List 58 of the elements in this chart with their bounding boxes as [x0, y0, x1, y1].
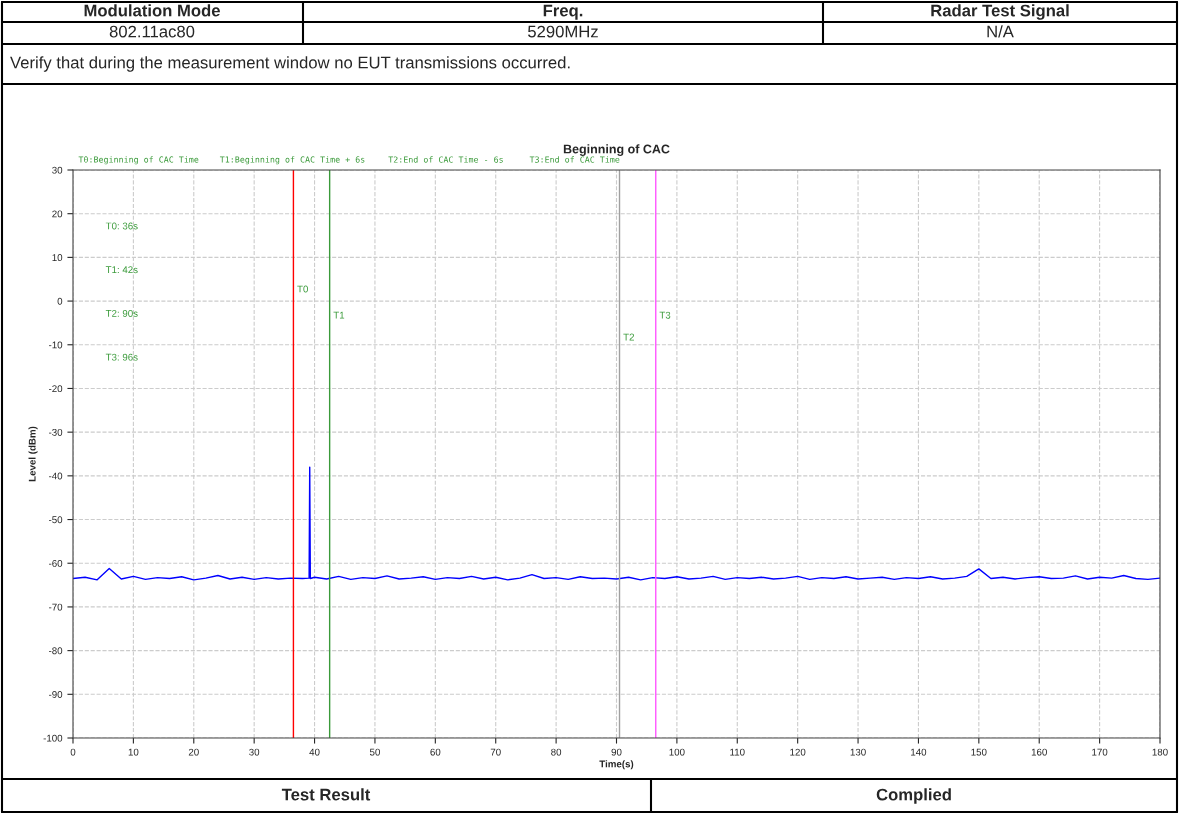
y-tick-label: -60 [48, 559, 63, 567]
y-tick-label: -50 [48, 516, 63, 524]
y-tick-label: 10 [52, 254, 63, 261]
text: 5290MHz [528, 25, 598, 38]
text: Test Result [281, 788, 371, 801]
y-tick-label: -20 [48, 385, 63, 393]
text: T3:End of CAC Time [529, 156, 620, 163]
ref-line-label: T0 [297, 285, 309, 293]
y-tick-label: 0 [57, 297, 63, 305]
x-tick-label: 40 [309, 748, 320, 756]
annotation: T2: 90s [105, 310, 138, 317]
x-tick-label: 60 [430, 748, 441, 756]
x-axis-title: Time(s) [599, 760, 634, 770]
y-tick-label: -30 [48, 428, 63, 436]
x-tick-label: 180 [1152, 748, 1168, 756]
text: 802.11ac80 [109, 25, 195, 38]
text: Radar Test Signal [931, 4, 1069, 20]
text: Complied [876, 788, 951, 804]
text: Freq. [543, 4, 583, 20]
annotation: T1: 42s [105, 266, 138, 274]
x-tick-label: 70 [490, 748, 501, 756]
x-tick-label: 30 [249, 748, 260, 756]
x-tick-label: 0 [70, 748, 76, 756]
y-tick-label: 20 [52, 210, 63, 218]
x-tick-label: 100 [669, 748, 685, 756]
x-tick-label: 150 [971, 748, 987, 756]
y-tick-label: -100 [43, 734, 63, 742]
x-tick-label: 160 [1031, 748, 1047, 756]
x-tick-label: 140 [911, 748, 927, 756]
y-tick-label: 30 [52, 166, 63, 174]
x-tick-label: 20 [188, 748, 199, 756]
text: Verify that during the measurement window no EUT transmissions occurred. [10, 56, 570, 72]
y-tick-label: -40 [48, 472, 63, 480]
x-tick-label: 120 [790, 748, 806, 756]
line-series [73, 466, 1160, 581]
x-tick-label: 80 [551, 748, 562, 756]
annotation: T0: 36s [105, 222, 138, 230]
ref-line-label: T3 [659, 311, 671, 319]
annotation: T3: 96s [105, 353, 138, 361]
text: Modulation Mode [84, 4, 220, 17]
x-tick-label: 90 [611, 748, 622, 756]
ref-line-label: T1 [333, 311, 345, 319]
y-tick-label: -70 [48, 603, 63, 611]
text: T1:Beginning of CAC Time + 6s [219, 156, 365, 165]
ref-line-label: T2 [623, 333, 634, 341]
text: T2:End of CAC Time - 6s [388, 156, 503, 163]
text: N/A [987, 25, 1014, 38]
y-tick-label: -10 [48, 341, 63, 349]
y-tick-label: -80 [48, 647, 63, 655]
x-tick-label: 130 [850, 748, 866, 756]
chart-title: Beginning of CAC [563, 144, 670, 156]
x-tick-label: 110 [730, 748, 745, 756]
x-tick-label: 50 [369, 748, 380, 756]
x-tick-label: 170 [1092, 748, 1108, 756]
y-axis-title: Level (dBm) [28, 426, 38, 482]
y-tick-label: -90 [48, 691, 63, 698]
x-tick-label: 10 [128, 748, 139, 756]
text: T0:Beginning of CAC Time [78, 156, 199, 165]
